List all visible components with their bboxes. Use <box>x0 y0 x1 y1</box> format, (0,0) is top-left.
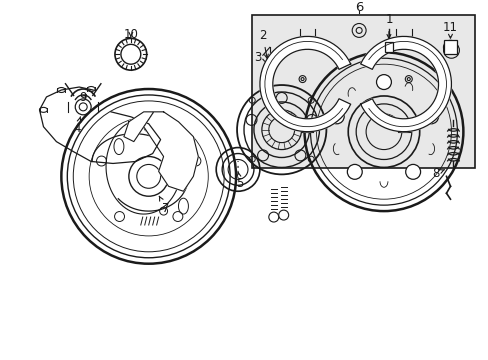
Text: 6: 6 <box>354 1 363 14</box>
Text: 10: 10 <box>123 28 138 41</box>
Circle shape <box>346 165 362 179</box>
Polygon shape <box>260 36 350 132</box>
Text: 8: 8 <box>431 167 444 180</box>
Text: 7: 7 <box>159 196 169 215</box>
Polygon shape <box>143 112 198 191</box>
Circle shape <box>376 75 390 90</box>
Text: 3: 3 <box>254 51 261 64</box>
Bar <box>384 42 392 52</box>
Bar <box>443 40 456 54</box>
Circle shape <box>423 109 438 124</box>
Circle shape <box>328 109 344 124</box>
Circle shape <box>405 165 420 179</box>
Text: 1: 1 <box>385 13 392 38</box>
Text: 2: 2 <box>259 29 268 58</box>
Bar <box>251 14 474 168</box>
Polygon shape <box>360 36 450 132</box>
Text: 5: 5 <box>236 173 243 190</box>
Circle shape <box>278 210 288 220</box>
Text: 4: 4 <box>73 117 81 135</box>
Text: 9: 9 <box>79 91 87 104</box>
Text: 11: 11 <box>442 21 457 38</box>
Circle shape <box>443 40 456 54</box>
Circle shape <box>268 212 278 222</box>
Polygon shape <box>123 112 153 141</box>
